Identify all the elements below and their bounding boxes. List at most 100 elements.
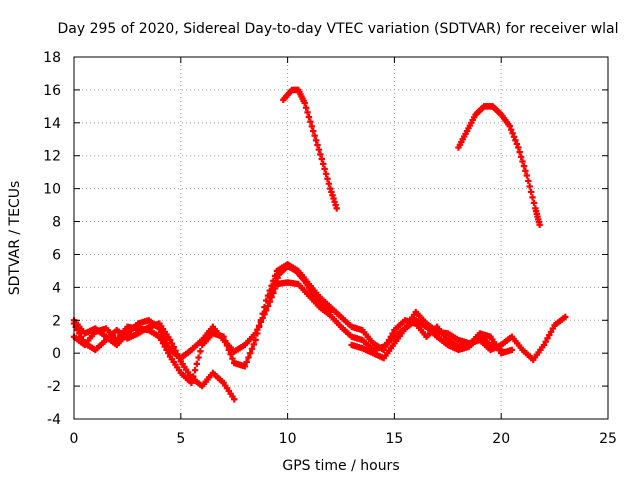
- data-point: [156, 333, 163, 340]
- data-point: [509, 130, 516, 137]
- data-point: [325, 180, 333, 187]
- data-point: [193, 360, 201, 368]
- data-point: [257, 317, 265, 324]
- data-point: [510, 133, 518, 141]
- y-tick-label: 12: [43, 149, 61, 165]
- data-point: [317, 151, 324, 158]
- data-point: [222, 337, 229, 345]
- y-tick-label: 16: [43, 83, 61, 99]
- data-point: [318, 155, 325, 163]
- data-point: [195, 354, 202, 361]
- data-point: [191, 366, 199, 374]
- data-point: [324, 175, 331, 182]
- data-point: [245, 354, 252, 361]
- data-point: [247, 349, 254, 357]
- data-point: [225, 346, 233, 354]
- data-point: [231, 396, 238, 403]
- data-point: [520, 162, 528, 170]
- data-point: [263, 307, 270, 314]
- data-point: [333, 205, 340, 212]
- data-point: [227, 351, 234, 358]
- data-point: [168, 340, 176, 347]
- y-tick-label: -4: [47, 412, 61, 428]
- series-track-2: [70, 279, 569, 363]
- data-point: [536, 221, 543, 229]
- chart-title: Day 295 of 2020, Sidereal Day-to-day VTE…: [57, 21, 618, 37]
- series-track-5: [348, 317, 505, 362]
- data-point: [252, 336, 259, 344]
- data-point: [76, 330, 83, 337]
- y-tick-label: 10: [43, 182, 61, 198]
- data-point: [382, 343, 389, 350]
- data-point: [516, 148, 523, 156]
- data-point: [387, 333, 395, 340]
- data-point: [301, 99, 308, 107]
- data-point: [508, 346, 516, 354]
- data-point: [188, 379, 195, 386]
- x-tick-label: 15: [385, 431, 403, 447]
- data-point: [549, 325, 557, 332]
- data-point: [254, 330, 261, 337]
- data-point: [526, 183, 533, 190]
- data-point: [562, 313, 569, 321]
- data-point: [261, 303, 268, 311]
- data-point: [170, 343, 177, 351]
- data-point: [327, 308, 334, 316]
- data-point: [513, 140, 521, 148]
- data-point: [380, 346, 387, 354]
- data-point: [250, 341, 257, 348]
- data-point: [274, 274, 281, 281]
- y-tick-label: 18: [43, 50, 61, 66]
- x-tick-label: 25: [599, 431, 617, 447]
- y-tick-label: 8: [52, 215, 61, 231]
- data-point: [158, 336, 165, 344]
- data-point: [507, 126, 515, 133]
- data-point: [302, 104, 310, 111]
- data-point: [156, 325, 163, 332]
- data-point: [223, 342, 231, 349]
- data-point: [229, 355, 236, 362]
- data-point: [307, 118, 314, 125]
- data-point: [547, 328, 555, 335]
- data-point: [384, 340, 391, 347]
- data-point: [389, 330, 396, 337]
- y-tick-label: 0: [52, 346, 61, 362]
- y-tick-label: -2: [47, 379, 61, 395]
- data-point: [158, 328, 165, 336]
- axis-ticks: 0 5 10 15 20 25 -4 -2 0 2 4 6 8 10 12 14 16 18: [43, 50, 617, 447]
- data-point: [385, 336, 393, 344]
- data-point: [271, 281, 278, 289]
- data-point: [544, 335, 551, 342]
- y-tick-label: 14: [43, 116, 61, 132]
- data-point: [241, 363, 249, 370]
- data-point: [322, 170, 330, 178]
- data-point: [190, 373, 197, 380]
- data-point: [512, 137, 519, 144]
- data-point: [220, 333, 227, 340]
- data-point: [273, 278, 280, 285]
- data-point: [308, 123, 316, 130]
- data-point: [546, 331, 553, 339]
- x-tick-label: 20: [492, 431, 510, 447]
- data-point: [243, 358, 250, 366]
- data-point: [523, 172, 531, 179]
- data-point: [248, 345, 256, 352]
- y-tick-label: 2: [52, 313, 61, 329]
- data-point: [310, 127, 317, 135]
- grid-lines: [74, 57, 608, 419]
- data-point: [312, 137, 320, 144]
- data-point: [268, 288, 276, 296]
- data-point: [255, 323, 263, 331]
- data-point: [529, 194, 536, 201]
- data-point: [267, 292, 274, 299]
- data-point: [522, 167, 529, 175]
- data-point: [540, 341, 548, 349]
- data-point: [163, 346, 170, 354]
- data-point: [77, 333, 85, 340]
- data-point: [161, 343, 168, 350]
- series-track-7: [455, 103, 543, 229]
- x-tick-label: 0: [70, 431, 79, 447]
- data-point: [506, 122, 513, 130]
- series-track-6: [280, 86, 340, 212]
- data-point: [527, 188, 535, 196]
